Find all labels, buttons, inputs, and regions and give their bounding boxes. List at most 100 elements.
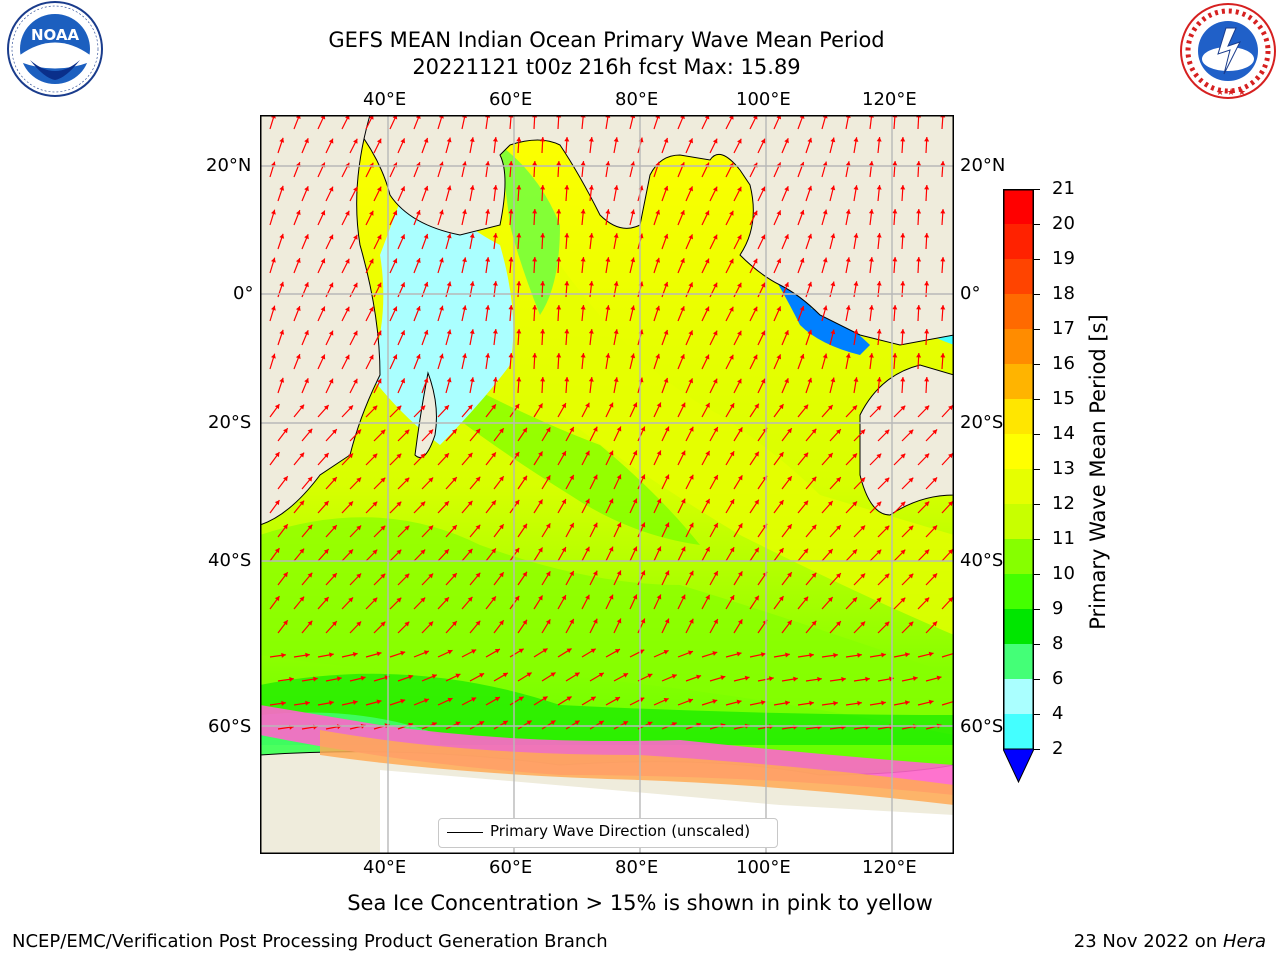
wave-arrow-head [900, 377, 906, 382]
wave-arrow-head [404, 621, 410, 627]
wave-arrow-head [508, 257, 514, 262]
colorbar-tick-label: 6 [1052, 668, 1064, 689]
wave-arrow-head [469, 281, 475, 287]
wave-arrow-head [492, 281, 498, 286]
wave-arrow-head [508, 209, 514, 214]
wave-arrow-head [452, 477, 457, 483]
wave-arrow-head [948, 597, 953, 603]
wave-arrow-head [860, 429, 866, 435]
wave-arrow-head [799, 353, 805, 359]
wave-arrow-head [283, 524, 288, 530]
wave-arrow-head [542, 696, 548, 701]
wave-arrow-head [328, 234, 334, 240]
wave-arrow-head [564, 281, 570, 286]
wave-arrow-head [912, 676, 918, 682]
svg-text:★ ★ ★: ★ ★ ★ [1216, 88, 1246, 98]
wave-arrow-head [492, 185, 498, 190]
colorbar-frame [1003, 189, 1034, 749]
wave-arrow-head [526, 720, 532, 726]
wave-arrow-head [876, 597, 882, 603]
wave-arrow-head [704, 210, 710, 216]
wave-arrow-head [776, 354, 782, 360]
wave-arrow-head [663, 233, 669, 239]
wave-arrow-head [400, 138, 406, 144]
wave-arrow-head [585, 546, 590, 552]
wave-arrow-head [550, 672, 556, 677]
wave-arrow-head [616, 522, 622, 528]
wave-arrow-head [376, 330, 382, 336]
colorbar-tick-label: 2 [1052, 738, 1064, 759]
wave-arrow-head [569, 570, 574, 576]
lat-label-left-0: 0° [233, 283, 254, 304]
wave-arrow-head [376, 234, 382, 240]
wave-arrow-head [632, 402, 638, 408]
wave-arrow-head [353, 234, 358, 240]
wave-arrow-head [396, 453, 402, 459]
wave-arrow-head [532, 305, 538, 310]
footer-host: Hera [1222, 931, 1266, 952]
wave-arrow-head [663, 137, 669, 143]
wave-arrow-head [455, 721, 461, 727]
wave-arrow-head [332, 429, 337, 435]
wave-arrow-head [444, 549, 449, 555]
noaa-logo: NOAA [6, 0, 104, 98]
wave-arrow-head [499, 428, 504, 434]
colorbar-segment [1003, 504, 1034, 540]
colorbar-segment [1003, 259, 1034, 295]
wave-arrow-head [760, 234, 766, 240]
wave-arrow-head [299, 548, 305, 554]
wave-arrow-head [803, 404, 809, 410]
wave-arrow-head [329, 652, 334, 658]
wave-arrow-head [876, 329, 882, 334]
colorbar-tick-label: 10 [1052, 563, 1075, 584]
wave-arrow-head [479, 673, 485, 678]
wave-arrow-head [613, 233, 619, 238]
wave-arrow-head [948, 549, 953, 555]
wave-arrow-head [400, 650, 406, 656]
wave-arrow-head [852, 405, 858, 411]
wave-arrow-head [605, 209, 611, 214]
wave-arrow-head [787, 476, 792, 482]
wave-arrow-head [663, 185, 669, 191]
wave-arrow-head [499, 572, 504, 578]
wave-arrow-head [916, 353, 922, 358]
wave-arrow-head [760, 700, 766, 706]
wave-arrow-head [590, 648, 596, 654]
wave-arrow-head [295, 258, 301, 264]
wave-arrow-head [860, 621, 866, 627]
wave-arrow-head [485, 257, 491, 262]
wave-arrow-head [328, 282, 334, 288]
wave-arrow-head [830, 281, 836, 287]
wave-arrow-head [545, 571, 551, 577]
wave-arrow-head [760, 330, 766, 336]
wave-arrow-head [345, 354, 350, 360]
wave-arrow-head [799, 257, 805, 263]
wave-arrow-head [514, 403, 520, 409]
wave-arrow-head [737, 330, 742, 336]
wave-arrow-head [283, 428, 288, 434]
wave-arrow-head [908, 573, 914, 579]
wave-arrow-head [680, 594, 686, 600]
wave-arrow-head [598, 720, 604, 726]
wave-arrow-head [556, 161, 562, 166]
wave-arrow-head [845, 305, 851, 311]
wave-arrow-head [353, 282, 358, 288]
wave-arrow-head [616, 570, 622, 576]
wave-arrow-head [348, 549, 354, 555]
wave-arrow-head [380, 429, 386, 435]
wave-arrow-head [817, 676, 822, 682]
wave-arrow-head [353, 138, 358, 144]
wave-arrow-head [274, 452, 280, 458]
wave-arrow-head [868, 209, 874, 214]
wave-arrow-head [332, 525, 337, 531]
wave-arrow-head [868, 257, 874, 262]
wave-arrow-head [680, 306, 685, 312]
wave-arrow-head [404, 477, 410, 483]
wave-arrow-head [372, 549, 378, 555]
wave-arrow-head [932, 429, 938, 435]
wave-arrow-head [876, 137, 882, 142]
wave-arrow-head [446, 281, 452, 287]
wave-arrow-head [640, 618, 646, 624]
wave-arrow-head [540, 377, 546, 382]
wave-arrow-head [469, 329, 475, 335]
